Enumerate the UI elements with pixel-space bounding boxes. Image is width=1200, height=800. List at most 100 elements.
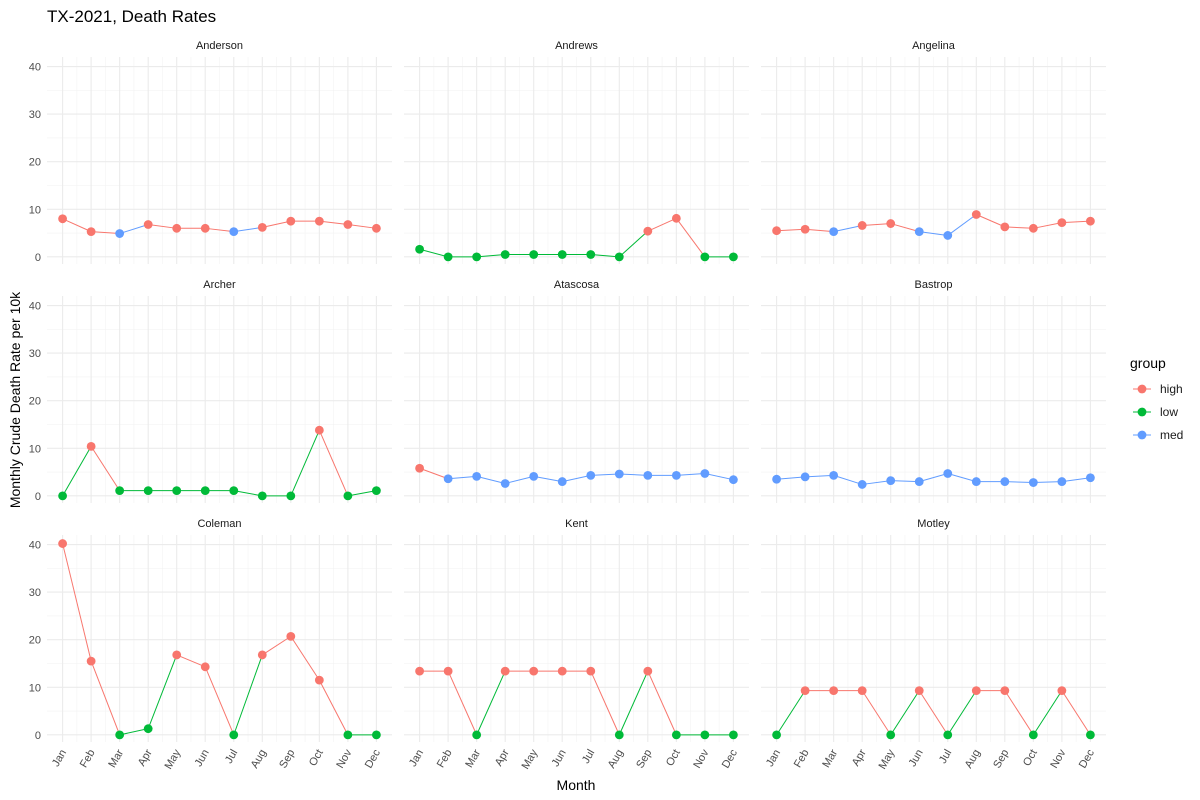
data-point bbox=[729, 730, 738, 740]
x-tick-label: Jun bbox=[550, 748, 569, 769]
data-point bbox=[700, 252, 710, 262]
data-point bbox=[86, 656, 96, 666]
data-point bbox=[700, 730, 710, 740]
series-line-segment bbox=[1033, 222, 1062, 229]
data-point bbox=[500, 250, 510, 259]
data-point bbox=[1028, 223, 1038, 233]
data-point bbox=[200, 662, 210, 672]
data-point bbox=[1000, 477, 1010, 486]
data-point bbox=[1057, 477, 1067, 486]
data-point bbox=[58, 539, 67, 548]
x-tick-label: Mar bbox=[820, 747, 840, 770]
data-point bbox=[829, 227, 839, 237]
x-tick-label: Apr bbox=[493, 747, 512, 768]
series-line-segment bbox=[833, 474, 863, 485]
data-point bbox=[372, 730, 381, 740]
series-line-segment bbox=[1032, 690, 1063, 736]
x-tick-label: Nov bbox=[334, 747, 354, 770]
data-point bbox=[143, 486, 153, 496]
y-tick-label: 40 bbox=[29, 62, 41, 74]
series-line-segment bbox=[476, 670, 506, 736]
series-line-segment bbox=[805, 228, 834, 233]
series-line-segment bbox=[776, 690, 806, 736]
x-tick-label: Dec bbox=[720, 747, 740, 770]
series-line-segment bbox=[947, 473, 977, 483]
data-point bbox=[829, 686, 839, 696]
series-line-segment bbox=[976, 214, 1006, 228]
x-tick-label: Oct bbox=[307, 748, 326, 769]
legend-key-point bbox=[1137, 384, 1147, 394]
panel-title: Angelina bbox=[912, 40, 956, 52]
panel-title: Andrews bbox=[555, 40, 598, 52]
series-line-segment bbox=[347, 224, 377, 229]
data-point bbox=[772, 226, 781, 236]
data-point bbox=[314, 216, 324, 226]
x-tick-label: Feb bbox=[792, 748, 812, 770]
x-tick-label: Apr bbox=[850, 747, 869, 768]
series-line-segment bbox=[947, 214, 977, 236]
data-point bbox=[1028, 730, 1038, 740]
panel-title: Atascosa bbox=[554, 279, 600, 291]
data-point bbox=[800, 686, 810, 696]
data-point bbox=[1057, 218, 1067, 228]
data-point bbox=[529, 666, 539, 676]
data-point bbox=[172, 650, 182, 660]
data-point bbox=[1086, 216, 1095, 226]
data-point bbox=[372, 223, 381, 233]
x-tick-label: Nov bbox=[691, 747, 711, 770]
x-tick-label: Jun bbox=[193, 748, 212, 769]
data-point bbox=[115, 730, 125, 740]
series-line-segment bbox=[62, 446, 92, 497]
data-point bbox=[143, 220, 153, 229]
data-point bbox=[586, 250, 596, 259]
x-tick-label: Dec bbox=[363, 747, 383, 770]
data-point bbox=[200, 223, 210, 233]
data-point bbox=[172, 223, 182, 233]
data-point bbox=[971, 477, 981, 486]
legend-entry-label: high bbox=[1160, 382, 1183, 396]
data-point bbox=[229, 227, 239, 237]
series-line-segment bbox=[1061, 477, 1091, 483]
data-point bbox=[58, 214, 67, 224]
y-tick-label: 40 bbox=[29, 301, 41, 313]
series-line-segment bbox=[62, 218, 92, 233]
x-tick-label: May bbox=[877, 747, 898, 771]
series-line-segment bbox=[205, 227, 234, 233]
series-line-segment bbox=[890, 690, 920, 736]
series-line-segment bbox=[1033, 481, 1062, 484]
series-line-segment bbox=[419, 467, 449, 480]
data-point bbox=[529, 250, 539, 259]
series-line-segment bbox=[647, 217, 677, 232]
data-point bbox=[671, 471, 681, 480]
x-axis-label: Month bbox=[557, 777, 596, 793]
legend-entry-label: low bbox=[1160, 405, 1178, 419]
series-line-segment bbox=[233, 654, 263, 736]
data-point bbox=[557, 250, 567, 259]
series-line-segment bbox=[233, 490, 263, 497]
data-point bbox=[343, 220, 353, 229]
data-point bbox=[1057, 686, 1067, 696]
data-point bbox=[1086, 730, 1095, 740]
data-point bbox=[314, 425, 324, 435]
data-point bbox=[943, 469, 953, 478]
series-line-segment bbox=[1061, 690, 1091, 736]
series-line-segment bbox=[262, 635, 292, 656]
series-line-segment bbox=[119, 224, 149, 235]
x-tick-label: Jul bbox=[580, 748, 597, 766]
data-point bbox=[200, 486, 210, 496]
data-point bbox=[257, 491, 267, 501]
data-point bbox=[257, 650, 267, 660]
series-line-segment bbox=[861, 690, 892, 736]
series-line-segment bbox=[419, 248, 449, 258]
series-line-segment bbox=[805, 474, 834, 478]
panel-title: Bastrop bbox=[915, 279, 953, 291]
data-point bbox=[1086, 473, 1095, 483]
series-line-segment bbox=[675, 218, 706, 258]
data-point bbox=[172, 486, 182, 496]
series-line-segment bbox=[62, 543, 92, 662]
data-point bbox=[971, 686, 981, 696]
series-line-segment bbox=[776, 476, 806, 480]
data-point bbox=[772, 474, 781, 484]
panel-title: Archer bbox=[203, 279, 236, 291]
